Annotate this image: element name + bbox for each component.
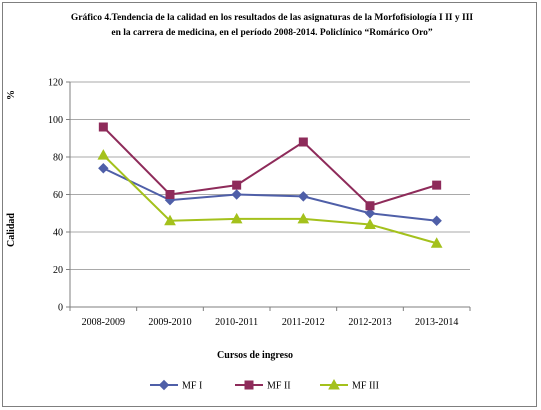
data-point-mf-i: [298, 191, 309, 202]
chart-title-line1: Gráfico 4.Tendencia de la calidad en los…: [71, 13, 473, 23]
legend-label-mf-i: MF I: [182, 381, 202, 392]
legend-label-mf-ii: MF II: [267, 381, 291, 392]
legend-marker-mf-i: [158, 379, 170, 391]
series-line-mf-iii: [102, 154, 437, 245]
data-point-mf-iii: [364, 218, 376, 229]
x-tick-label: 2013-2014: [415, 317, 458, 328]
legend: MF I MF II MF III: [150, 378, 379, 392]
x-tick-label: 2010-2011: [215, 317, 258, 328]
y-axis-unit: %: [6, 90, 17, 100]
y-tick-label: 0: [58, 303, 63, 314]
y-tick-label: 80: [53, 153, 63, 164]
data-point-mf-iii: [97, 149, 110, 160]
plot-area: 0 20 40 60 80 100 120 2008-2009 2009-2010 2010-20…: [48, 78, 471, 328]
data-point-mf-i: [98, 163, 109, 174]
y-tick-label: 60: [53, 190, 63, 201]
legend-marker-mf-iii: [328, 378, 340, 390]
data-point-mf-iii: [164, 214, 176, 226]
x-axis-title: Cursos de ingreso: [217, 350, 293, 361]
data-point-mf-ii: [432, 180, 442, 190]
y-tick-label: 120: [48, 78, 63, 89]
data-point-mf-ii: [298, 137, 308, 147]
data-point-mf-iii: [430, 237, 443, 248]
y-tick-label: 40: [53, 228, 63, 239]
data-point-mf-i: [364, 208, 376, 219]
y-tick-label: 20: [53, 265, 63, 276]
data-point-mf-iii: [230, 212, 243, 224]
x-tick-label: 2011-2012: [282, 317, 325, 328]
series-line-mf-i: [102, 167, 437, 222]
data-point-mf-ii: [165, 190, 175, 199]
y-tick-label: 100: [48, 115, 63, 126]
legend-marker-mf-ii: [244, 380, 254, 390]
data-point-mf-ii: [232, 180, 242, 190]
data-point-mf-ii: [98, 122, 108, 132]
data-point-mf-ii: [365, 201, 375, 211]
legend-label-mf-iii: MF III: [352, 381, 379, 392]
x-tick-label: 2009-2010: [148, 317, 191, 328]
x-tick-label: 2008-2009: [82, 317, 125, 328]
y-axis-title: Calidad: [6, 213, 17, 247]
x-tick-label: 2012-2013: [348, 317, 391, 328]
chart-frame: [2, 2, 537, 407]
series-line-mf-ii: [102, 126, 437, 207]
data-point-mf-i: [231, 189, 242, 200]
data-point-mf-iii: [297, 212, 310, 224]
data-point-mf-i: [431, 215, 442, 226]
chart-title-line2: en la carrera de medicina, en el período…: [111, 27, 433, 38]
